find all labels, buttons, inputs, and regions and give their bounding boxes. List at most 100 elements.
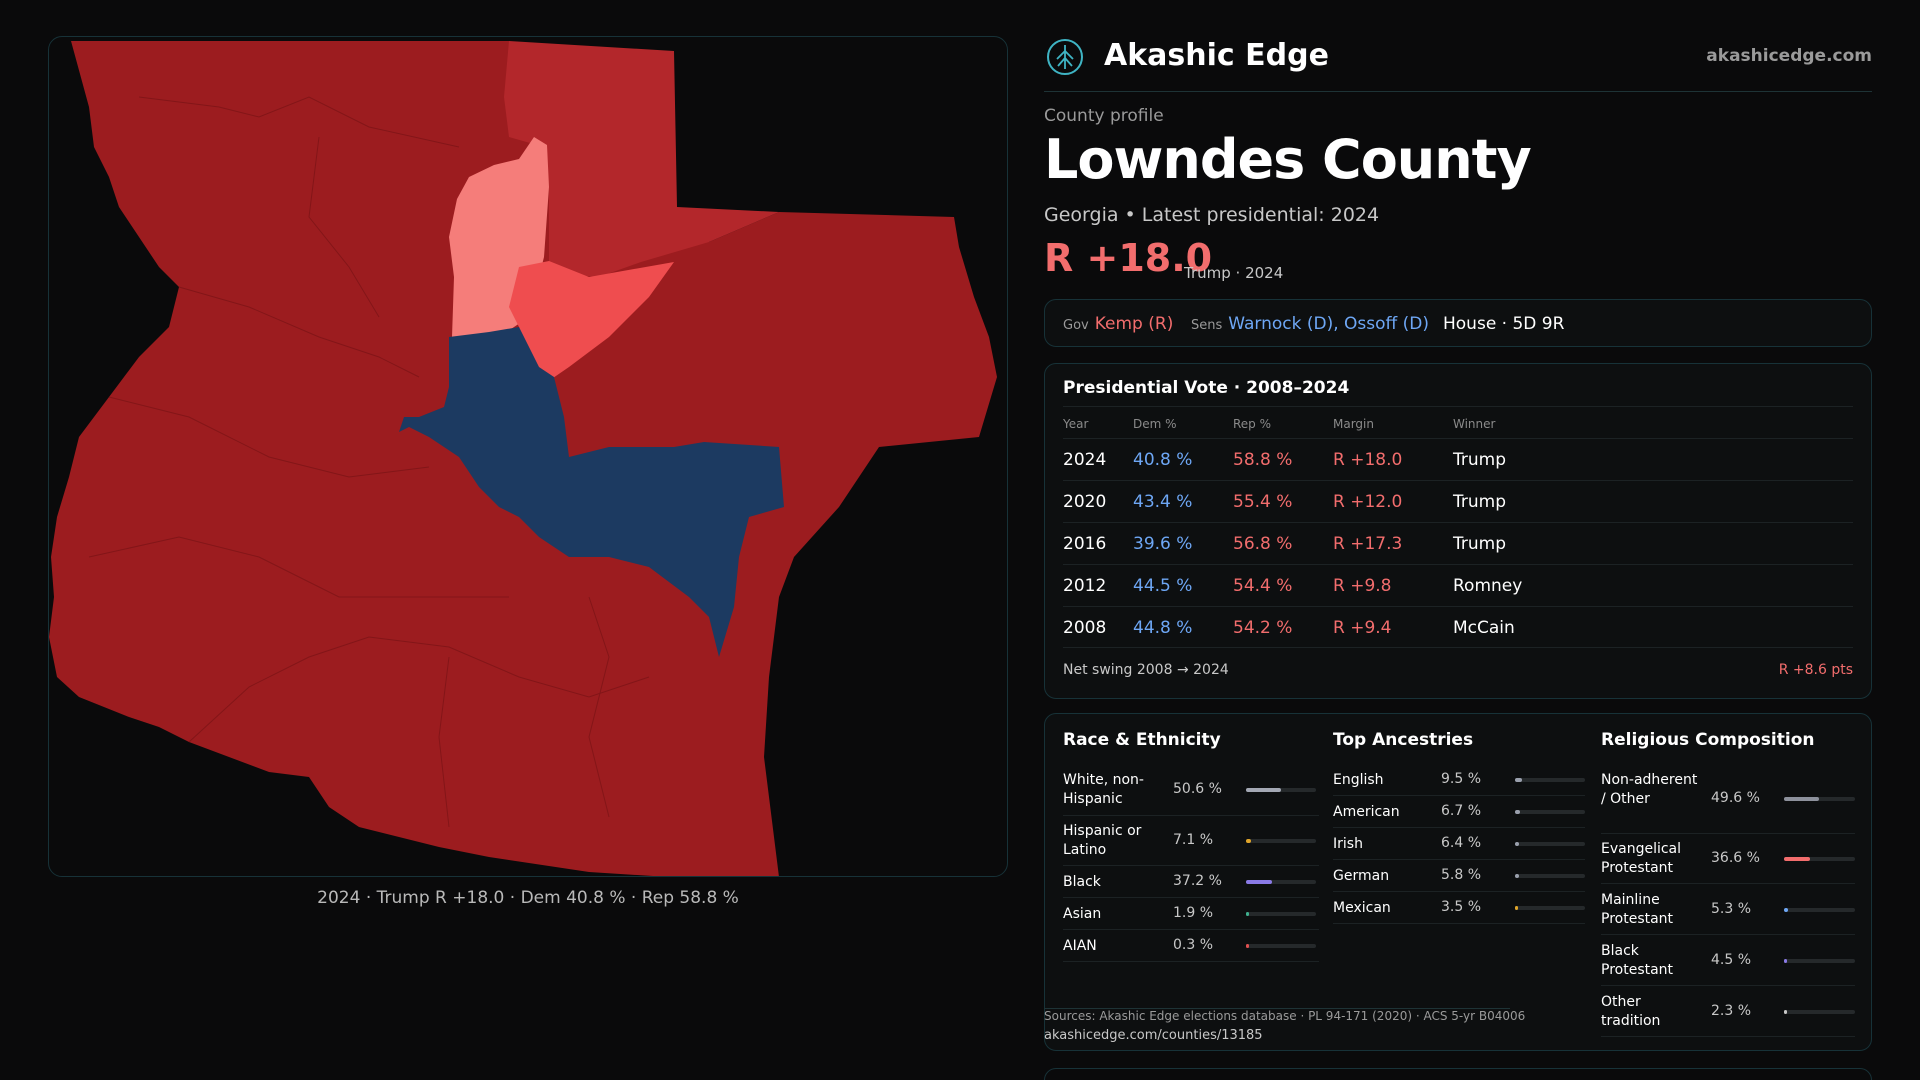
share-bar [1515,842,1585,846]
item-label: AIAN [1063,937,1097,954]
item-value: 6.4 % [1441,835,1482,851]
officials-bar: Gov Kemp (R) Sens Warnock (D), Ossoff (D) … [1044,299,1872,347]
map-precinct-dem-core[interactable] [399,327,784,657]
dem-cell: 39.6 % [1133,534,1193,554]
item-value: 37.2 % [1173,873,1222,889]
county-permalink[interactable]: akashicedge.com/counties/13185 [1044,1028,1263,1043]
list-item: Evangelical Protestant 36.6 % [1601,834,1855,884]
precinct-map-svg[interactable] [49,37,1008,877]
demographics-card: Race & Ethnicity White, non-Hispanic 50.6… [1044,713,1872,1051]
list-item: Asian 1.9 % [1063,898,1319,930]
item-value: 4.5 % [1711,951,1752,968]
share-bar [1515,778,1585,782]
share-bar-fill [1515,906,1518,910]
list-item: Mexican 3.5 % [1333,892,1585,924]
share-bar-fill [1515,810,1520,814]
item-value: 36.6 % [1711,850,1760,866]
share-bar-fill [1784,1009,1787,1014]
share-bar [1246,839,1316,843]
brand-header: Akashic Edge akashicedge.com [1044,34,1872,92]
page-title: Lowndes County [1044,128,1532,191]
share-bar [1246,912,1316,916]
next-card [1044,1068,1872,1080]
margin-cell: R +12.0 [1333,492,1403,512]
list-item: American 6.7 % [1333,796,1585,828]
list-item: Hispanic or Latino 7.1 % [1063,816,1319,866]
item-label: Mexican [1333,899,1391,916]
dem-cell: 43.4 % [1133,492,1193,512]
item-value: 5.8 % [1441,867,1482,883]
sens-label: Sens [1191,318,1223,333]
margin-cell: R +18.0 [1333,450,1403,470]
header-dem: Dem % [1133,417,1177,431]
map-precinct-light[interactable] [509,261,674,389]
item-value: 9.5 % [1441,771,1482,787]
item-label: Black Protestant [1601,942,1674,978]
list-item: Black Protestant 4.5 % [1601,935,1855,986]
item-label: American [1333,803,1400,820]
share-bar-fill [1784,797,1820,801]
item-label: Irish [1333,835,1363,852]
sources-footer: Sources: Akashic Edge elections database… [1044,1008,1525,1043]
year-cell: 2020 [1063,492,1107,512]
sens-value: Warnock (D), Ossoff (D) [1228,314,1429,334]
share-bar-fill [1246,944,1249,948]
share-bar [1515,874,1585,878]
year-cell: 2008 [1063,618,1107,638]
brand-url-link[interactable]: akashicedge.com [1706,46,1872,66]
map-precinct-north[interactable] [504,41,779,277]
share-bar [1784,797,1855,801]
list-item: AIAN 0.3 % [1063,930,1319,962]
item-value: 2.3 % [1711,1002,1752,1019]
table-row: 2008 44.8 % 54.2 % R +9.4 McCain [1063,606,1853,648]
share-bar-fill [1246,912,1249,916]
share-bar-fill [1246,839,1251,843]
list-item: White, non-Hispanic 50.6 % [1063,764,1319,816]
header-rep: Rep % [1233,417,1272,431]
margin-cell: R +9.4 [1333,618,1392,638]
list-item: English 9.5 % [1333,764,1585,796]
share-bar [1784,958,1855,963]
share-bar-fill [1515,842,1520,846]
rep-cell: 58.8 % [1233,450,1293,470]
share-bar-fill [1784,857,1810,861]
net-swing-row: Net swing 2008 → 2024 R +8.6 pts [1063,647,1853,687]
dem-cell: 44.5 % [1133,576,1193,596]
gov-label: Gov [1063,318,1089,333]
senators-item: Sens Warnock (D), Ossoff (D) [1191,314,1429,334]
item-value: 7.1 % [1173,832,1214,848]
brand-name[interactable]: Akashic Edge [1104,38,1329,73]
winner-cell: Trump [1453,450,1507,470]
presidential-card: Presidential Vote · 2008–2024 Year Dem %… [1044,363,1872,699]
item-value: 50.6 % [1173,781,1222,797]
list-item: Other tradition 2.3 % [1601,986,1855,1037]
item-value: 49.6 % [1711,790,1760,806]
share-bar-fill [1246,788,1282,792]
list-item: Non-adherent / Other 49.6 % [1601,764,1855,834]
share-bar [1784,1009,1855,1014]
item-label: German [1333,867,1390,884]
presidential-title: Presidential Vote · 2008–2024 [1063,378,1350,398]
ancestry-title: Top Ancestries [1333,730,1474,750]
winner-cell: Trump [1453,492,1507,512]
header-winner: Winner [1453,417,1496,431]
dem-cell: 40.8 % [1133,450,1193,470]
header-margin: Margin [1333,417,1374,431]
margin-cell: R +17.3 [1333,534,1403,554]
item-value: 5.3 % [1711,900,1752,917]
share-bar [1515,906,1585,910]
presidential-table: Year Dem % Rep % Margin Winner 2024 40.8 … [1063,406,1853,648]
share-bar [1246,944,1316,948]
share-bar-fill [1515,874,1520,878]
year-cell: 2016 [1063,534,1107,554]
rep-cell: 54.4 % [1233,576,1293,596]
item-label: Mainline Protestant [1601,891,1674,927]
precinct-map[interactable] [48,36,1008,877]
item-label: Non-adherent / Other [1601,771,1698,807]
item-value: 1.9 % [1173,905,1214,921]
item-value: 0.3 % [1173,937,1214,953]
rep-cell: 54.2 % [1233,618,1293,638]
share-bar-fill [1515,778,1522,782]
share-bar [1515,810,1585,814]
share-bar [1784,907,1855,912]
